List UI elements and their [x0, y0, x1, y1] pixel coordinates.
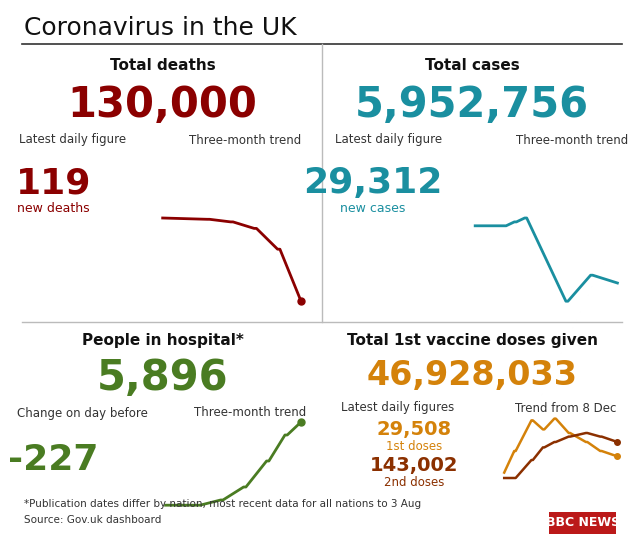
Text: Three-month trend: Three-month trend — [516, 134, 628, 146]
Text: Total deaths: Total deaths — [110, 58, 216, 74]
Text: 5,952,756: 5,952,756 — [355, 84, 589, 126]
Text: Latest daily figure: Latest daily figure — [335, 134, 442, 146]
Text: Three-month trend: Three-month trend — [189, 134, 301, 146]
Text: 2nd doses: 2nd doses — [384, 476, 444, 490]
Text: BBC NEWS: BBC NEWS — [547, 515, 621, 529]
Text: 1st doses: 1st doses — [386, 441, 442, 454]
Text: Trend from 8 Dec: Trend from 8 Dec — [515, 402, 617, 415]
Text: *Publication dates differ by nation, most recent data for all nations to 3 Aug: *Publication dates differ by nation, mos… — [24, 499, 421, 509]
Text: Latest daily figure: Latest daily figure — [19, 134, 126, 146]
Text: Total cases: Total cases — [425, 58, 520, 74]
Text: -227: -227 — [8, 443, 99, 477]
FancyBboxPatch shape — [548, 512, 616, 534]
Text: Three-month trend: Three-month trend — [194, 406, 306, 420]
Text: new deaths: new deaths — [17, 201, 90, 214]
Text: 29,312: 29,312 — [303, 166, 442, 200]
Text: 130,000: 130,000 — [68, 84, 258, 126]
Text: new cases: new cases — [340, 201, 405, 214]
Text: 119: 119 — [15, 166, 91, 200]
Text: Latest daily figures: Latest daily figures — [341, 402, 454, 415]
Text: 143,002: 143,002 — [370, 456, 458, 476]
Text: Coronavirus in the UK: Coronavirus in the UK — [24, 16, 297, 40]
Text: 46,928,033: 46,928,033 — [367, 359, 578, 392]
Text: Source: Gov.uk dashboard: Source: Gov.uk dashboard — [24, 515, 162, 525]
Text: 29,508: 29,508 — [377, 421, 452, 439]
Text: People in hospital*: People in hospital* — [82, 333, 244, 348]
Text: 5,896: 5,896 — [97, 357, 228, 399]
Text: Total 1st vaccine doses given: Total 1st vaccine doses given — [347, 333, 598, 348]
Text: Change on day before: Change on day before — [17, 406, 148, 420]
